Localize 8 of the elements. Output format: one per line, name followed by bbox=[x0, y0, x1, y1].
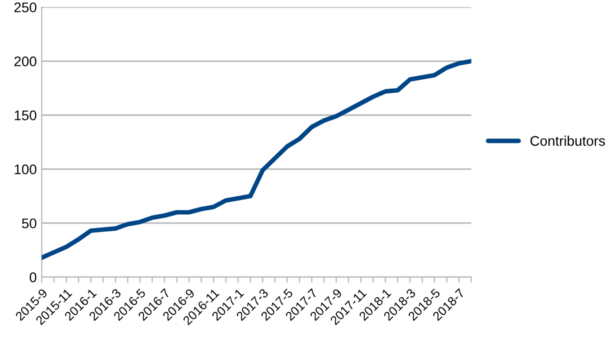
y-tick-label: 250 bbox=[14, 2, 36, 12]
y-tick-label: 100 bbox=[14, 164, 36, 174]
legend-label: Contributors bbox=[530, 136, 605, 146]
y-tick-label: 200 bbox=[14, 56, 36, 66]
y-tick-label: 0 bbox=[30, 272, 36, 282]
y-tick-label: 50 bbox=[22, 218, 36, 228]
line-series bbox=[42, 58, 472, 260]
y-tick-label: 150 bbox=[14, 110, 36, 120]
